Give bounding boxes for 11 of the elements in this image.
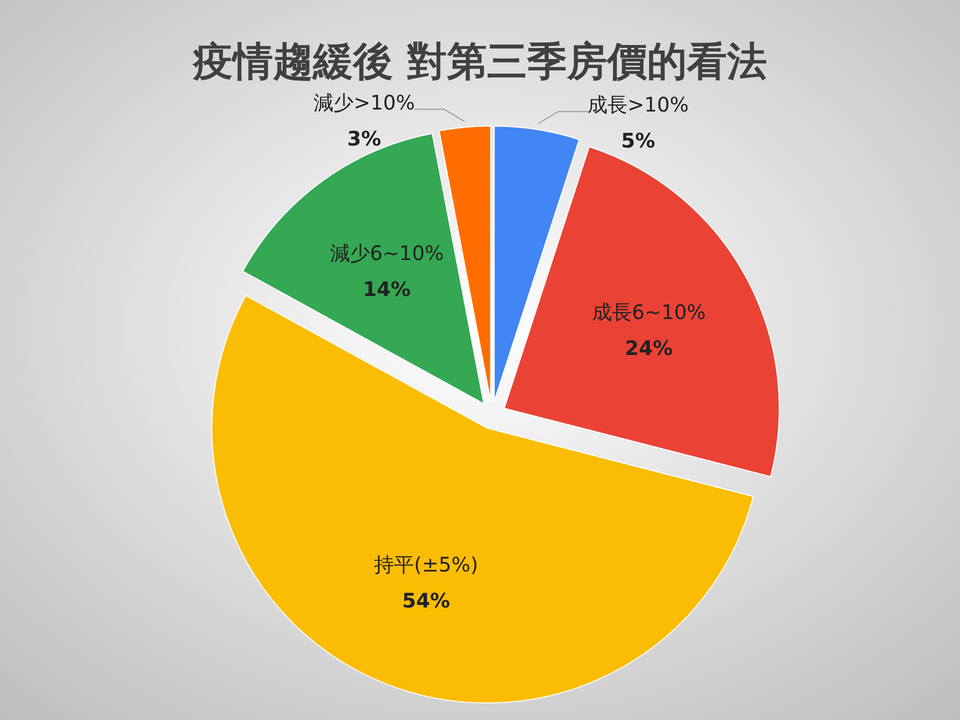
data-label: 14% [362, 277, 411, 302]
data-label: 5% [621, 128, 656, 153]
data-label: 54% [402, 588, 450, 612]
slice-label: 成長6~10% [592, 300, 706, 324]
slice-label: 成長>10% [588, 92, 689, 117]
slice-label: 減少>10% [314, 90, 415, 114]
chart-title: 疫情趨緩後 對第三季房價的看法 [192, 39, 767, 85]
data-label: 24% [624, 336, 673, 360]
slice-label: 持平(±5%) [374, 552, 478, 576]
slice-label: 減少6~10% [330, 241, 444, 266]
data-label: 3% [347, 126, 382, 150]
